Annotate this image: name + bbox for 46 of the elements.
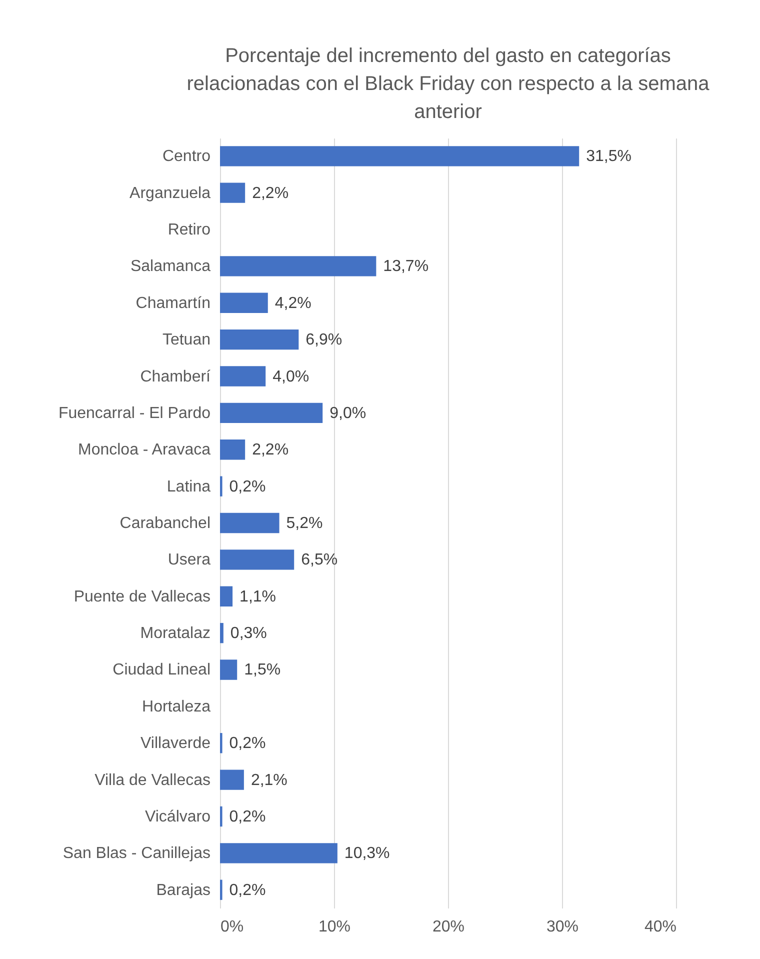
data-label: 13,7% (383, 258, 429, 276)
y-tick-label: Chamartín (136, 294, 210, 312)
data-label: 0,2% (229, 478, 266, 496)
y-tick-label: Moncloa - Aravaca (78, 442, 211, 459)
y-tick-label: Ciudad Lineal (112, 662, 210, 679)
x-tick-label: 20% (432, 918, 465, 936)
data-label: 2,1% (250, 772, 288, 789)
y-tick-label: Carabanchel (120, 515, 210, 532)
data-label: 2,2% (252, 184, 289, 202)
data-label: 31,5% (586, 148, 632, 166)
data-label: 0,2% (229, 735, 266, 752)
data-label: 5,2% (286, 515, 323, 532)
y-tick-label: Salamanca (130, 258, 211, 276)
data-label: 6,9% (306, 332, 342, 349)
chart-title: Porcentaje del incremento del gasto en categorías relacionadas con el Black Friday con respecto a la semana anterior (186, 45, 710, 123)
data-label: 6,5% (301, 552, 338, 569)
y-tick-label: Fuencarral - El Pardo (58, 404, 211, 422)
y-tick-label: Moratalaz (140, 625, 210, 642)
data-label: 1,5% (244, 662, 281, 679)
data-label: 0,3% (230, 625, 267, 642)
data-label: 0,2% (229, 808, 266, 826)
data-label: 9,0% (330, 404, 366, 422)
y-tick-label: Villaverde (140, 735, 211, 752)
x-tick-label: 10% (318, 918, 351, 936)
data-label: 10,3% (344, 845, 390, 862)
y-tick-label: Vicálvaro (144, 808, 211, 826)
data-label: 1,1% (240, 588, 276, 606)
x-tick-label: 40% (644, 918, 676, 936)
x-tick-label: 0% (220, 918, 244, 936)
y-tick-label: Usera (168, 552, 211, 569)
y-tick-label: Retiro (168, 222, 211, 239)
y-tick-label: Arganzuela (130, 184, 211, 202)
data-label: 4,0% (272, 368, 310, 386)
y-tick-label: Puente de Vallecas (74, 588, 210, 606)
data-label: 2,2% (252, 442, 289, 459)
y-tick-label: Chamberí (140, 368, 212, 386)
y-tick-label: Hortaleza (142, 698, 211, 716)
data-label: 4,2% (274, 294, 312, 312)
y-tick-label: Barajas (156, 882, 210, 899)
data-label: 0,2% (229, 882, 266, 899)
y-tick-label: San Blas - Canillejas (62, 845, 210, 862)
y-tick-label: Latina (166, 478, 211, 496)
y-tick-label: Tetuan (162, 332, 210, 349)
x-tick-label: 30% (546, 918, 579, 936)
y-tick-label: Villa de Vallecas (94, 772, 210, 789)
y-tick-label: Centro (162, 148, 211, 166)
